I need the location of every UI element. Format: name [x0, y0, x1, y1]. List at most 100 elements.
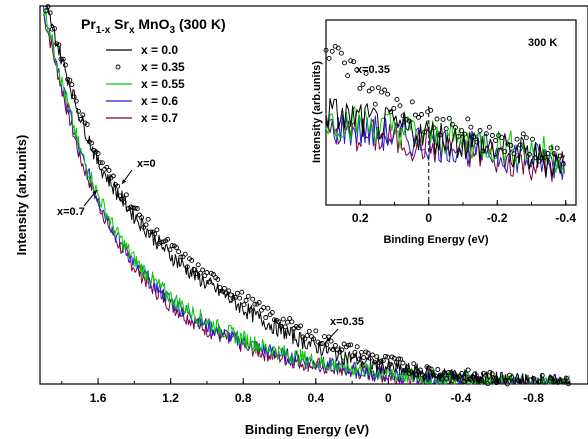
main-series-3-point: [383, 353, 388, 359]
main-series-3-point: [365, 350, 371, 356]
legend-label: x = 0.0: [141, 43, 178, 57]
main-series-3-point: [265, 305, 271, 311]
main-series-3-point: [84, 121, 90, 127]
y-axis-title: Intensity (arb.units): [14, 135, 29, 256]
main-series-3-point: [154, 227, 160, 233]
inset-series: [323, 43, 566, 182]
inset-series-3-point: [335, 45, 341, 51]
main-series-3-point: [110, 173, 116, 179]
inset-y-axis-title: Intensity (arb.units): [311, 61, 323, 163]
main-series-3-point: [174, 245, 179, 251]
inset-series-3-point: [342, 60, 347, 66]
main-series-3-point: [226, 288, 232, 294]
inset-series-3-point: [545, 150, 551, 156]
annotation-arrowhead: [92, 190, 97, 195]
main-series-2-line: [43, 8, 570, 385]
main-series: [43, 4, 571, 387]
inset-series-3-point: [366, 88, 372, 94]
main-series-3-point: [531, 376, 537, 381]
main-series-3-point: [256, 300, 262, 305]
main-series-3-point: [280, 316, 286, 322]
main-series-3-point: [313, 328, 319, 334]
main-series-3-point: [97, 160, 103, 166]
main-series-3-point: [319, 341, 325, 346]
inset-series-3-point: [459, 128, 465, 134]
main-series-3-point: [287, 316, 293, 321]
inset-series-3-point: [394, 96, 400, 102]
main-series-3-point: [391, 355, 397, 361]
inset-series-3-point: [511, 151, 517, 157]
main-series-3-point: [200, 267, 206, 273]
main-series-3-point: [348, 342, 354, 348]
legend-marker: [115, 64, 121, 70]
main-series-3-point: [73, 98, 79, 104]
main-series-3-point: [178, 254, 184, 260]
inset-annotation: x=0.35: [356, 64, 390, 76]
inset-series-3-point: [449, 121, 455, 127]
main-series-3-point: [237, 295, 243, 301]
inset-series-3-point: [520, 131, 526, 137]
main-series-3-point: [332, 342, 338, 348]
inset-series-3-point: [409, 99, 415, 105]
inset-series-3-point: [477, 128, 483, 133]
inset-series-3-point: [434, 116, 440, 122]
x-tick-label: 0.4: [307, 391, 324, 405]
inset-series-3-point: [363, 70, 369, 76]
main-series-3-point: [169, 243, 175, 249]
main-series-3-point: [99, 160, 105, 166]
main-plot-frame: [39, 5, 588, 385]
inset-x-tick-label: 0.2: [352, 211, 369, 225]
main-series-3-point: [234, 290, 240, 296]
main-series-3-point: [380, 358, 386, 364]
main-series-3-point: [269, 310, 275, 315]
inset-series-3-point: [526, 151, 532, 157]
inset-series-3-point: [474, 139, 480, 145]
inset-series-3-point: [416, 114, 421, 120]
inset-series-3-point: [397, 103, 403, 109]
main-series-3-point: [302, 336, 308, 342]
main-series-3-point: [263, 315, 269, 320]
inset-series-2-line: [325, 106, 565, 175]
main-series-3-point: [465, 367, 471, 373]
annotation-label: x=0: [137, 158, 156, 170]
main-series-3-point: [328, 338, 334, 344]
inset-x-tick-label: -0.4: [555, 211, 576, 225]
x-tick-label: 1.6: [90, 391, 107, 405]
main-series-3-point: [134, 206, 140, 211]
main-series-3-point: [411, 361, 417, 367]
inset-series-3-point: [351, 59, 357, 65]
main-annotations: x=0 x=0.7 x=0.35: [57, 158, 364, 343]
inset-series-3-point: [523, 135, 529, 141]
inset-series-3-point: [465, 116, 471, 122]
inset-series-3-point: [557, 153, 563, 159]
main-series-3-point: [446, 369, 452, 375]
legend-label: x = 0.35: [141, 60, 185, 74]
annotation-arrowhead: [122, 179, 127, 184]
inset-series-3-point: [533, 155, 539, 161]
inset-x-axis-title: Binding Energy (eV): [383, 234, 488, 246]
inset-background: [326, 20, 576, 205]
inset-series-3-point: [419, 112, 424, 117]
main-series-3-point: [361, 355, 367, 360]
main-series-3-point: [298, 323, 304, 329]
main-series-3-point: [489, 371, 495, 377]
main-series-3-point: [435, 367, 441, 372]
main-series-3-point: [417, 367, 423, 373]
main-series-3-point: [518, 378, 523, 384]
x-axis-title: Binding Energy (eV): [245, 422, 369, 437]
inset-series-3-point: [443, 126, 449, 132]
main-series-4-line: [43, 5, 570, 385]
inset-title: 300 K: [528, 37, 557, 49]
inset-series-3-point: [345, 73, 351, 79]
main-series-3-point: [182, 251, 188, 257]
main-series-3-point: [398, 356, 404, 362]
inset-series-3-point: [382, 87, 388, 93]
main-series-3-point: [485, 381, 491, 387]
inset-series-3-point: [412, 112, 418, 118]
main-x-ticks: 1.6 1.2 0.8 0.4 0 -0.4 -0.8: [61, 378, 571, 405]
inset-series-3-point: [462, 131, 468, 137]
main-series-3-point: [245, 293, 251, 299]
inset-series-3-point: [446, 115, 452, 121]
main-series-3-point: [374, 354, 380, 360]
main-series-3-point: [62, 62, 68, 68]
